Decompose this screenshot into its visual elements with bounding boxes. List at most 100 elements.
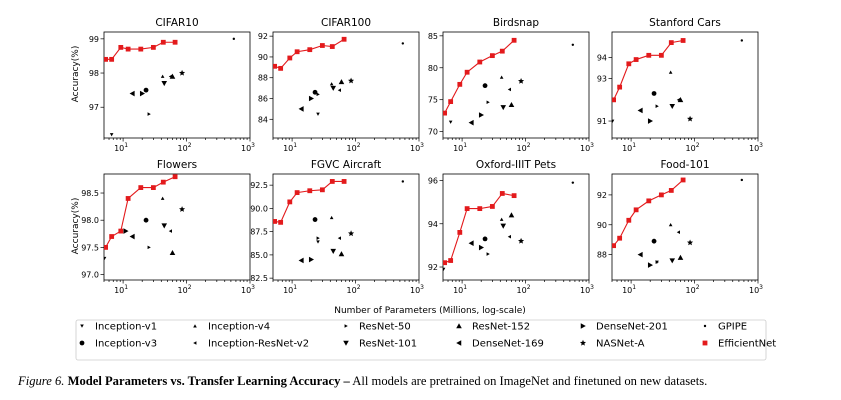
axes-frame xyxy=(611,173,759,281)
axes-frame xyxy=(611,31,759,139)
y-tick-label: 94 xyxy=(597,53,607,62)
legend-label: DenseNet-169 xyxy=(472,339,544,350)
point-efficientnet xyxy=(329,44,335,49)
y-tick-label: 97.5 xyxy=(81,243,99,252)
legend-marker-inception-resnet-v2 xyxy=(193,341,197,345)
point-inception-v4 xyxy=(668,70,673,74)
y-tick-label: 90 xyxy=(597,221,607,230)
point-densenet-169 xyxy=(298,257,304,264)
legend-entry-nasnet-a: NASNet-A xyxy=(579,339,645,350)
legend-label: Inception-v3 xyxy=(95,339,157,350)
point-efficientnet xyxy=(499,48,505,54)
point-inception-v3 xyxy=(482,236,488,242)
y-tick-label: 85.0 xyxy=(250,251,268,260)
point-inception-resnet-v2 xyxy=(168,229,173,233)
efficientnet-line xyxy=(274,38,345,70)
x-tick-label: 102 xyxy=(347,284,361,295)
point-resnet-50 xyxy=(655,260,659,264)
legend-entry-gpipe: GPIPE xyxy=(703,322,747,333)
legend-entry-resnet-50: ResNet-50 xyxy=(344,322,411,333)
point-efficientnet xyxy=(443,260,448,266)
figure-caption: Figure 6. Model Parameters vs. Transfer … xyxy=(18,374,833,389)
panel-title: Food-101 xyxy=(660,159,709,171)
panel-title: Oxford-IIIT Pets xyxy=(476,159,556,171)
legend-entry-inception-resnet-v2: Inception-ResNet-v2 xyxy=(193,339,309,350)
legend-entry-inception-v4: Inception-v4 xyxy=(193,322,270,333)
point-efficientnet xyxy=(287,55,293,61)
subplot-oxford-iiit-pets: Oxford-IIIT Pets 101 102 103 92 94 96 xyxy=(428,159,594,295)
legend-label: ResNet-152 xyxy=(472,322,530,333)
point-nasnet-a xyxy=(687,115,694,122)
point-resnet-152 xyxy=(338,79,345,85)
legend-marker-densenet-169 xyxy=(456,340,462,346)
point-nasnet-a xyxy=(348,230,355,237)
plot-area xyxy=(612,38,744,124)
point-densenet-201 xyxy=(308,95,315,102)
x-tick-label: 101 xyxy=(453,142,467,153)
point-inception-v3 xyxy=(312,89,318,95)
subplot-cifar100: CIFAR100 101 102 103 84 86 88 90 92 xyxy=(258,17,424,153)
legend-label: EfficientNet xyxy=(718,339,776,350)
figure-number: Figure 6. xyxy=(18,374,65,388)
point-efficientnet xyxy=(118,44,124,50)
point-densenet-169 xyxy=(637,107,643,114)
x-tick-label: 103 xyxy=(580,284,594,295)
point-densenet-201 xyxy=(647,118,654,124)
point-efficientnet xyxy=(680,177,686,183)
point-resnet-101 xyxy=(330,85,337,91)
point-efficientnet xyxy=(150,185,156,190)
point-efficientnet xyxy=(489,204,495,209)
legend-entry-densenet-201: DenseNet-201 xyxy=(580,322,668,333)
point-resnet-101 xyxy=(669,258,676,264)
legend-label: ResNet-101 xyxy=(359,339,417,350)
y-tick-label: 84 xyxy=(258,115,268,124)
point-efficientnet xyxy=(499,191,505,196)
point-resnet-101 xyxy=(500,223,507,229)
x-tick-label: 102 xyxy=(347,142,361,153)
point-densenet-169 xyxy=(129,233,135,240)
legend-entry-efficientnet: EfficientNet xyxy=(702,339,776,350)
efficientnet-line xyxy=(444,192,515,264)
point-efficientnet xyxy=(294,190,300,195)
y-tick-label: 92 xyxy=(428,263,438,272)
point-resnet-101 xyxy=(330,248,337,254)
point-efficientnet xyxy=(457,81,463,87)
panel-title: Birdsnap xyxy=(493,17,539,29)
y-tick-label: 82.5 xyxy=(250,274,268,283)
point-efficientnet xyxy=(125,196,131,201)
x-tick-label: 103 xyxy=(410,142,424,153)
point-efficientnet xyxy=(329,179,335,184)
x-tick-label: 103 xyxy=(241,142,255,153)
point-inception-v4 xyxy=(668,222,673,227)
legend-entry-resnet-152: ResNet-152 xyxy=(456,322,530,333)
point-efficientnet xyxy=(448,99,454,105)
point-efficientnet xyxy=(109,234,115,239)
efficientnet-line xyxy=(613,39,684,101)
y-tick-label: 85 xyxy=(428,32,438,41)
y-axis-label-row2: Accuracy(%) xyxy=(71,198,81,255)
point-efficientnet xyxy=(658,192,664,198)
point-efficientnet xyxy=(278,65,284,71)
point-efficientnet xyxy=(160,39,166,45)
legend-marker-nasnet-a xyxy=(579,339,587,346)
point-resnet-101 xyxy=(500,105,507,111)
point-resnet-50 xyxy=(655,104,659,108)
axes-frame xyxy=(442,31,590,139)
y-tick-label: 86 xyxy=(258,95,268,104)
x-tick-label: 102 xyxy=(686,284,700,295)
point-densenet-169 xyxy=(468,240,474,247)
point-efficientnet xyxy=(646,198,652,204)
y-tick-label: 90.0 xyxy=(250,204,268,213)
point-efficientnet xyxy=(287,199,293,205)
point-efficientnet xyxy=(464,206,470,212)
x-tick-label: 101 xyxy=(283,142,297,153)
plot-area xyxy=(443,37,575,126)
panel-title: Flowers xyxy=(157,159,197,171)
y-tick-label: 99 xyxy=(89,35,99,44)
point-resnet-101 xyxy=(161,81,168,87)
legend-marker-inception-v4 xyxy=(193,324,197,328)
point-nasnet-a xyxy=(179,206,186,212)
point-resnet-50 xyxy=(316,92,320,97)
point-densenet-169 xyxy=(637,251,643,258)
